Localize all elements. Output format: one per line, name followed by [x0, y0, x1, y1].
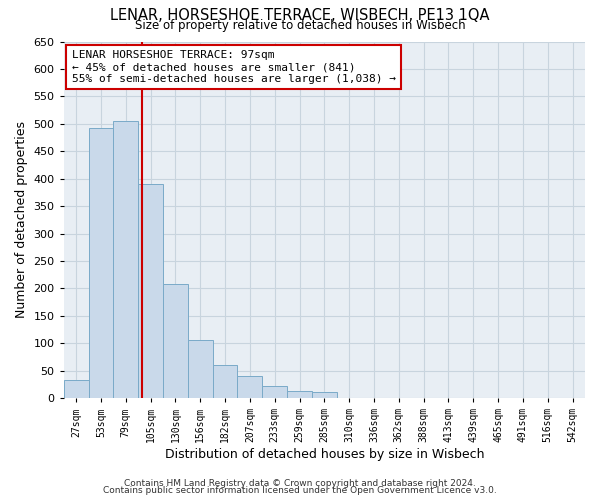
Bar: [287, 391, 312, 398]
Text: Contains HM Land Registry data © Crown copyright and database right 2024.: Contains HM Land Registry data © Crown c…: [124, 478, 476, 488]
Bar: [188, 340, 212, 398]
Bar: [262, 386, 287, 398]
Y-axis label: Number of detached properties: Number of detached properties: [15, 122, 28, 318]
Text: LENAR HORSESHOE TERRACE: 97sqm
← 45% of detached houses are smaller (841)
55% of: LENAR HORSESHOE TERRACE: 97sqm ← 45% of …: [71, 50, 395, 84]
Bar: [312, 392, 337, 398]
X-axis label: Distribution of detached houses by size in Wisbech: Distribution of detached houses by size …: [164, 448, 484, 461]
Text: Size of property relative to detached houses in Wisbech: Size of property relative to detached ho…: [134, 18, 466, 32]
Bar: [138, 184, 163, 398]
Bar: [212, 364, 238, 398]
Bar: [64, 380, 89, 398]
Bar: [163, 284, 188, 398]
Text: LENAR, HORSESHOE TERRACE, WISBECH, PE13 1QA: LENAR, HORSESHOE TERRACE, WISBECH, PE13 …: [110, 8, 490, 22]
Bar: [238, 376, 262, 398]
Bar: [113, 121, 138, 398]
Text: Contains public sector information licensed under the Open Government Licence v3: Contains public sector information licen…: [103, 486, 497, 495]
Bar: [89, 128, 113, 398]
